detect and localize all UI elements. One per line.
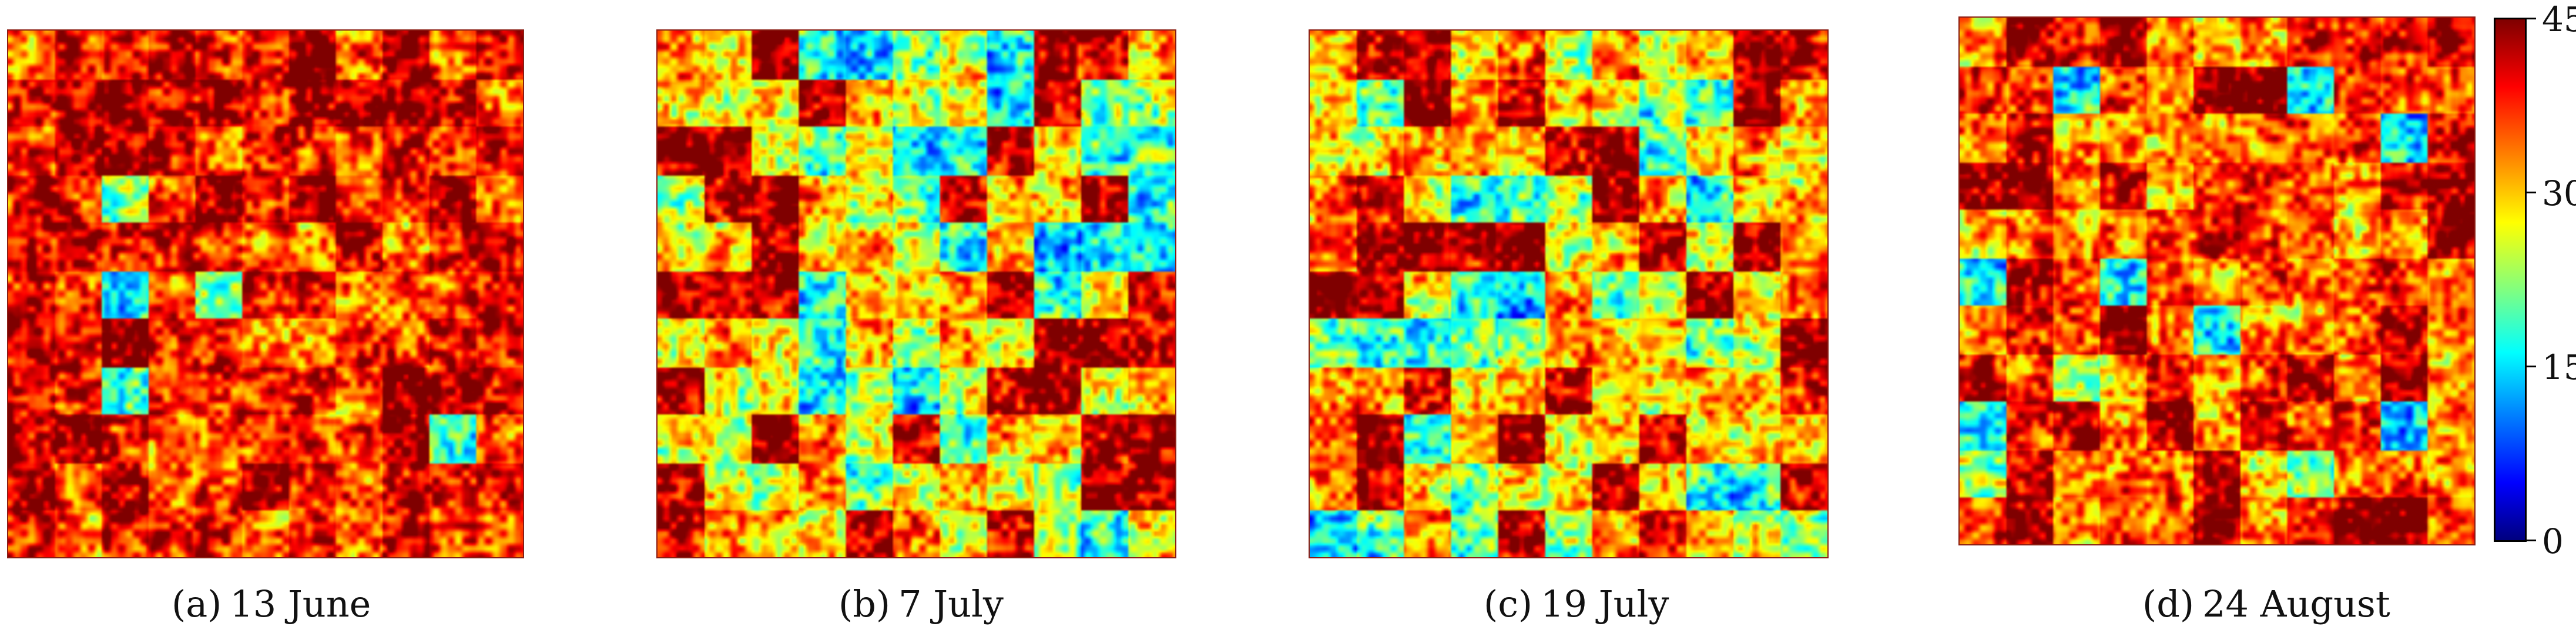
- colorbar-tick: [2527, 18, 2536, 19]
- caption-b: (b) 7 July: [838, 586, 1004, 622]
- soil-moisture-map-19-july: [1309, 29, 1829, 558]
- caption-tag: (b): [838, 582, 891, 625]
- colorbar-tick: [2527, 540, 2536, 541]
- caption-date: 24 August: [2202, 582, 2390, 625]
- caption-d: (d) 24 August: [2142, 586, 2390, 622]
- caption-date: 7 July: [898, 582, 1004, 625]
- caption-c: (c) 19 July: [1484, 586, 1669, 622]
- caption-tag: (a): [172, 582, 222, 625]
- caption-date: 13 June: [230, 582, 371, 625]
- caption-date: 19 July: [1541, 582, 1669, 625]
- colorbar-label-45: 45: [2542, 0, 2576, 39]
- soil-moisture-map-7-july: [656, 29, 1176, 558]
- caption-tag: (c): [1484, 582, 1533, 625]
- colorbar-label-30: 30: [2542, 173, 2576, 213]
- colorbar-tick: [2527, 192, 2536, 193]
- caption-a: (a) 13 June: [172, 586, 371, 622]
- colorbar-tick: [2527, 366, 2536, 367]
- soil-moisture-map-24-august: [1958, 16, 2476, 545]
- caption-tag: (d): [2142, 582, 2195, 625]
- colorbar-label-0: 0: [2542, 521, 2564, 561]
- colorbar: [2494, 18, 2527, 542]
- colorbar-label-15: 15: [2542, 347, 2576, 387]
- soil-moisture-map-13-june: [7, 29, 524, 558]
